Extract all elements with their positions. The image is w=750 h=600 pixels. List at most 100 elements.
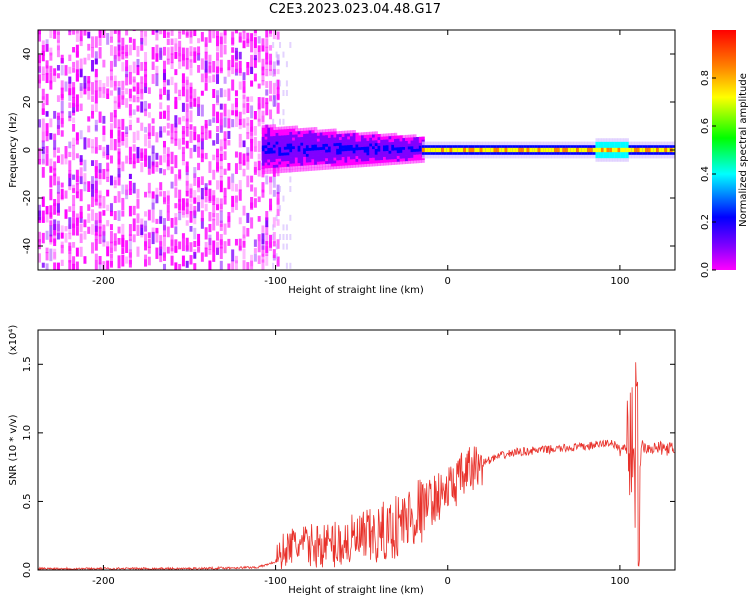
spectrogram-cell	[68, 54, 72, 62]
spectrogram-cell	[330, 163, 334, 167]
spectrogram-cell	[227, 130, 231, 139]
spectrogram-cell	[227, 59, 231, 71]
spectrogram-cell	[151, 165, 155, 174]
spectrogram-cell	[60, 182, 64, 188]
spectrogram-cell	[333, 131, 337, 135]
spectrogram-cell	[253, 248, 257, 254]
spectrogram-cell	[311, 138, 315, 142]
spectrogram-cell	[603, 147, 607, 153]
snr-panel: -200 -100 0 100 0.00.51.01.5 Height of stra…	[8, 325, 676, 596]
spectrogram-cell	[87, 43, 91, 51]
spectrogram-cell	[634, 147, 638, 153]
spectrogram-cell	[102, 83, 106, 94]
spectrogram-cell	[471, 147, 475, 153]
spectrogram-cell	[369, 143, 373, 147]
spectrogram-cell	[276, 68, 280, 75]
spectrogram-cell	[285, 90, 288, 96]
spectrogram-cell	[272, 217, 276, 228]
spectrogram-cell	[407, 134, 412, 138]
spectrogram-cell	[223, 241, 227, 254]
spectrogram-cell	[276, 239, 280, 249]
spectrogram-cell	[416, 139, 420, 144]
spectrogram-cell	[314, 138, 318, 142]
spectrogram-cell	[178, 31, 182, 39]
spectrogram-cell	[261, 45, 265, 52]
spectrogram-cell	[83, 30, 87, 32]
spectrogram-cell	[64, 226, 68, 232]
spectrogram-cell	[265, 225, 269, 235]
spectrogram-cell	[136, 117, 140, 123]
spectrogram-cell	[181, 125, 185, 135]
spectrogram-cell	[283, 146, 288, 150]
spectrogram-cell	[349, 135, 354, 140]
spectrogram-cell	[388, 138, 392, 143]
spectrogram-cell	[300, 133, 304, 137]
spectrogram-cell	[402, 140, 406, 145]
spectrogram-cell	[193, 126, 197, 133]
spectrogram-cell	[413, 142, 417, 147]
spectrogram-cell	[319, 138, 323, 142]
spectrogram-cell	[650, 147, 654, 153]
spectrogram-cell	[388, 147, 392, 151]
spectrogram-cell	[606, 147, 610, 153]
spectrogram-cell	[300, 165, 304, 169]
spectrogram-cell	[413, 151, 417, 155]
spectrogram-cell	[347, 153, 351, 157]
spectrogram-cell	[477, 147, 481, 153]
spectrogram-cell	[413, 145, 417, 150]
spectrogram-cell	[174, 213, 178, 227]
spectrogram-cell	[385, 153, 389, 157]
spectrogram-cell	[41, 50, 45, 62]
spectrogram-cell	[102, 86, 106, 99]
spectrogram-cell	[269, 69, 273, 76]
spectrogram-cell	[109, 203, 113, 212]
spectrogram-cell	[128, 72, 132, 85]
spectrogram-cell	[219, 153, 223, 162]
spectrogram-cell	[75, 60, 79, 72]
spectrogram-cell	[91, 160, 95, 166]
spectrogram-cell	[499, 147, 503, 153]
spectrogram-cell	[231, 260, 235, 270]
spectrogram-cell	[270, 150, 274, 154]
spectrogram-cell	[144, 108, 148, 117]
spectrogram-cell	[132, 131, 136, 143]
spectrogram-cell	[75, 69, 79, 82]
spectrogram-cell	[242, 40, 246, 49]
spectrogram-cell	[281, 163, 285, 168]
spectrogram-cell	[559, 147, 563, 153]
spectrogram-cell	[189, 242, 193, 252]
spectrogram-cell	[38, 147, 41, 161]
spectrogram-cell	[253, 146, 257, 152]
spectrogram-cell	[246, 147, 250, 156]
spectrogram-cell	[344, 147, 348, 152]
spectrogram-cell	[151, 30, 155, 35]
spectrogram-cell	[272, 170, 277, 174]
spectrogram-cell	[303, 153, 307, 157]
spectrogram-cell	[208, 30, 212, 43]
spectrogram-cell	[106, 88, 110, 95]
spectrogram-cell	[305, 156, 310, 160]
spectrogram-cell	[264, 147, 268, 152]
spectrogram-cell	[102, 168, 106, 180]
spectrogram-cell	[366, 149, 370, 153]
spectrogram-cell	[347, 147, 351, 151]
spectrogram-cell	[265, 233, 269, 245]
spectrogram-cell	[305, 133, 310, 137]
spectrogram-cell	[140, 122, 144, 131]
spectrogram-cell	[399, 135, 403, 139]
spectrogram-cell	[140, 224, 144, 236]
spectrogram-cell	[204, 132, 208, 140]
spectrogram-cell	[178, 89, 182, 97]
spectrogram-cell	[242, 234, 246, 246]
spectrogram-cell	[132, 76, 136, 83]
spectrogram-cell	[360, 163, 365, 168]
spectrogram-cell	[344, 133, 348, 137]
spectrogram-cell	[128, 146, 132, 160]
spectrogram-cell	[272, 164, 277, 168]
spectrogram-cell	[79, 83, 83, 91]
spectrogram-cell	[253, 37, 257, 49]
spectrogram-cell	[53, 238, 57, 247]
spectrogram-cell	[410, 146, 414, 150]
spectrogram-cell	[193, 98, 197, 107]
spectrogram-cell	[380, 133, 384, 137]
